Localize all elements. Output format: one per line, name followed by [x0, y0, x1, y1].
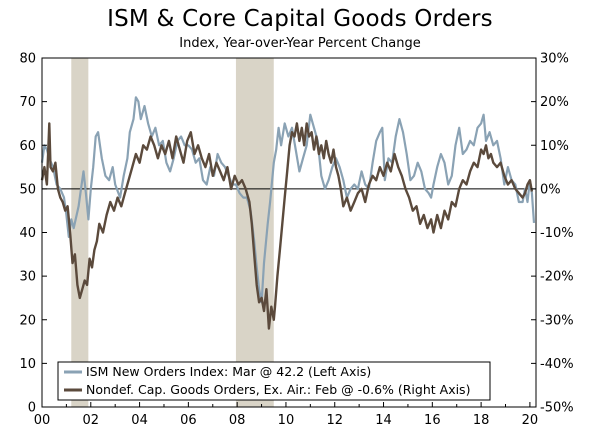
- left-tick-label: 70: [19, 95, 36, 110]
- left-tick-label: 40: [19, 226, 36, 241]
- x-tick-label: 00: [34, 413, 51, 428]
- right-tick-label: 20%: [540, 95, 569, 110]
- x-tick-label: 10: [278, 413, 295, 428]
- x-tick-label: 14: [375, 413, 392, 428]
- x-tick-label: 12: [326, 413, 343, 428]
- right-tick-label: -40%: [540, 357, 574, 372]
- chart-subtitle: Index, Year-over-Year Percent Change: [179, 36, 421, 51]
- x-tick-label: 08: [229, 413, 246, 428]
- left-tick-label: 60: [19, 139, 36, 154]
- left-tick-label: 50: [19, 182, 36, 197]
- legend: ISM New Orders Index: Mar @ 42.2 (Left A…: [57, 361, 491, 401]
- recession-shading: [71, 58, 274, 407]
- series-lines: [40, 96, 536, 330]
- right-tick-label: 0%: [540, 182, 561, 197]
- left-tick-label: 80: [19, 52, 36, 67]
- right-tick-label: 30%: [540, 52, 569, 67]
- plot-frame: [41, 57, 537, 408]
- left-tick-label: 30: [19, 270, 36, 285]
- right-tick-label: -20%: [540, 270, 574, 285]
- legend-orders-label: Nondef. Cap. Goods Orders, Ex. Air.: Feb…: [86, 382, 470, 397]
- chart-title: ISM & Core Capital Goods Orders: [107, 6, 493, 32]
- x-tick-label: 16: [424, 413, 441, 428]
- right-tick-label: -10%: [540, 226, 574, 241]
- legend-ism-label: ISM New Orders Index: Mar @ 42.2 (Left A…: [86, 364, 371, 379]
- x-tick-label: 06: [180, 413, 197, 428]
- ism-new-orders-line: [40, 96, 536, 304]
- right-tick-label: -50%: [540, 401, 574, 416]
- axes: 0 10 20 30 40 50 60 70 80 -50% -40% -30% -20% -10% 0% 1…: [19, 52, 573, 429]
- left-tick-label: 10: [19, 357, 36, 372]
- right-tick-label: 10%: [540, 139, 569, 154]
- recession-band-1: [71, 58, 89, 407]
- x-tick-label: 04: [131, 413, 148, 428]
- legend-box: [57, 361, 491, 401]
- right-tick-label: -30%: [540, 313, 574, 328]
- left-tick-label: 0: [28, 401, 36, 416]
- x-tick-label: 20: [522, 413, 539, 428]
- x-tick-label: 18: [473, 413, 490, 428]
- x-tick-label: 02: [83, 413, 100, 428]
- recession-band-2: [235, 58, 274, 407]
- capital-goods-orders-line: [40, 122, 534, 330]
- left-tick-label: 20: [19, 313, 36, 328]
